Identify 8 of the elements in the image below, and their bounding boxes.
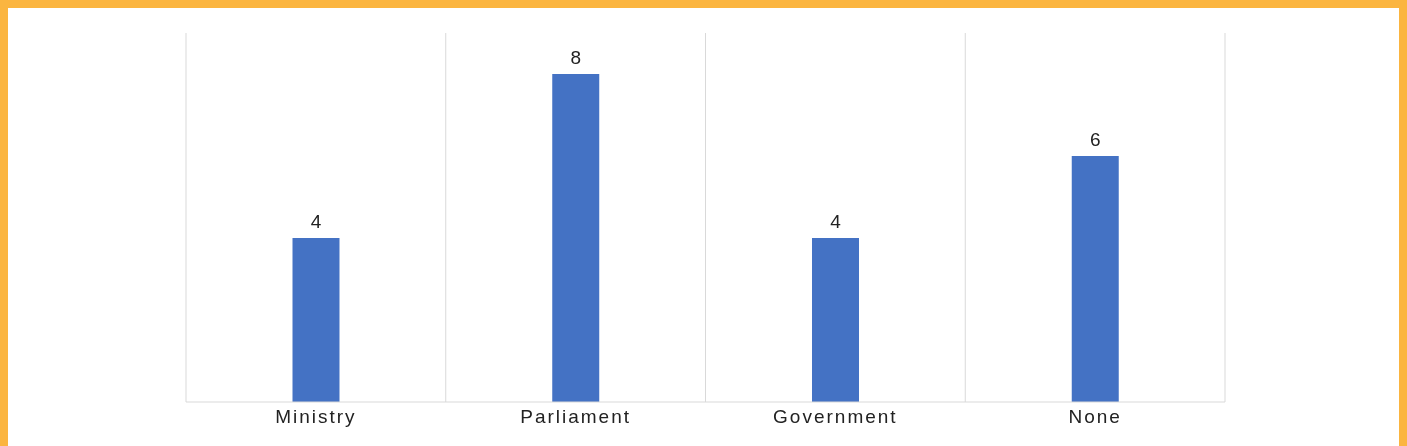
x-tick-label: None [1068, 406, 1122, 428]
x-tick-label: Parliament [520, 406, 632, 428]
data-label: 6 [1089, 129, 1101, 150]
data-label: 4 [830, 211, 842, 232]
data-label: 8 [570, 47, 582, 68]
x-tick-label: Government [773, 406, 898, 428]
x-tick-label: Ministry [275, 406, 357, 428]
data-label: 4 [310, 211, 322, 232]
